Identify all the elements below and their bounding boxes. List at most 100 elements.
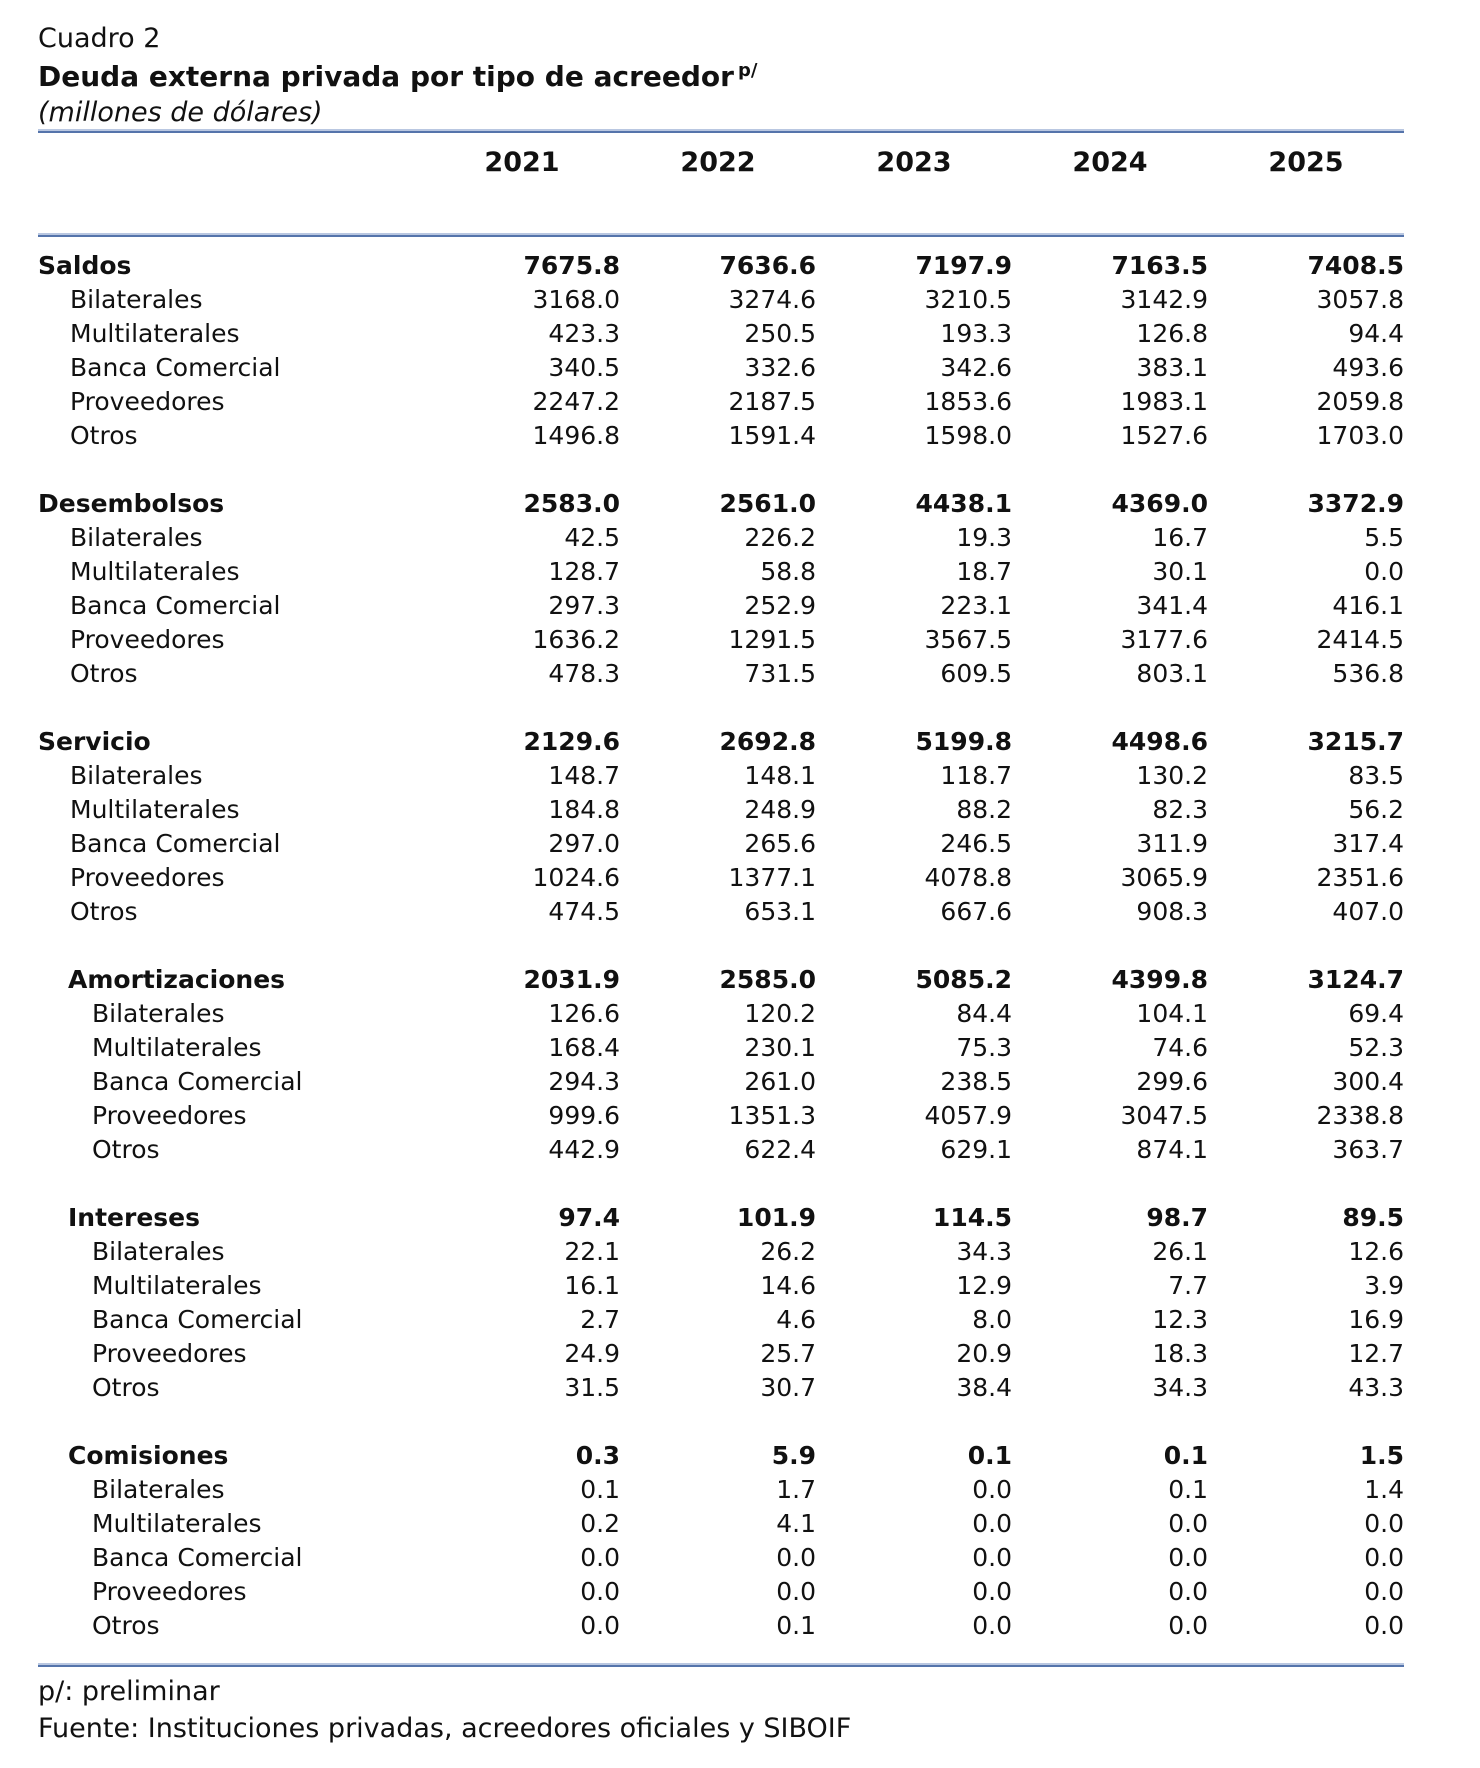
value-cell: 0.0: [776, 1543, 816, 1572]
value-cell: 3210.5: [924, 285, 1012, 314]
value-cell: 5.9: [771, 1441, 816, 1470]
value-cell: 252.9: [744, 591, 816, 620]
page-title: Deuda externa privada por tipo de acreed…: [38, 58, 1404, 96]
section-row: Intereses 97.4 101.9 114.5 98.7 89.5: [38, 1201, 1404, 1235]
value-cell: 407.0: [1332, 897, 1404, 926]
value-cell: 4078.8: [924, 863, 1012, 892]
data-row: Otros 478.3 731.5 609.5 803.1 536.8: [38, 657, 1404, 691]
value-cell: 22.1: [564, 1237, 620, 1266]
value-cell: 184.8: [548, 795, 620, 824]
spacer-row: [38, 1405, 1404, 1439]
value-cell: 3.9: [1364, 1271, 1404, 1300]
value-cell: 8.0: [972, 1305, 1012, 1334]
value-cell: 12.7: [1348, 1339, 1404, 1368]
value-cell: 1377.1: [728, 863, 816, 892]
value-cell: 226.2: [744, 523, 816, 552]
value-cell: 148.1: [744, 761, 816, 790]
table-bottom-padding: [38, 1643, 1404, 1663]
value-cell: 4057.9: [924, 1101, 1012, 1130]
data-row: Bilaterales 126.6 120.2 84.4 104.1 69.4: [38, 997, 1404, 1031]
value-cell: 12.3: [1152, 1305, 1208, 1334]
row-label: Banca Comercial: [92, 1543, 303, 1572]
value-cell: 332.6: [744, 353, 816, 382]
row-label: Bilaterales: [70, 285, 203, 314]
data-row: Multilaterales 0.2 4.1 0.0 0.0 0.0: [38, 1507, 1404, 1541]
data-row: Otros 31.5 30.7 38.4 34.3 43.3: [38, 1371, 1404, 1405]
year-column-header: 2023: [876, 147, 952, 178]
value-cell: 0.0: [1364, 1577, 1404, 1606]
value-cell: 0.0: [1168, 1543, 1208, 1572]
value-cell: 1853.6: [924, 387, 1012, 416]
value-cell: 5085.2: [915, 965, 1012, 994]
value-cell: 2129.6: [523, 727, 620, 756]
row-label: Otros: [70, 421, 138, 450]
value-cell: 26.2: [760, 1237, 816, 1266]
row-label: Bilaterales: [92, 1237, 225, 1266]
label-column-spacer: [38, 145, 424, 181]
value-cell: 1351.3: [728, 1101, 816, 1130]
row-label: Multilaterales: [70, 319, 240, 348]
value-cell: 130.2: [1136, 761, 1208, 790]
data-row: Multilaterales 184.8 248.9 88.2 82.3 56.2: [38, 793, 1404, 827]
row-label: Banca Comercial: [70, 353, 281, 382]
row-label: Bilaterales: [92, 999, 225, 1028]
row-label: Proveedores: [70, 387, 225, 416]
row-label: Proveedores: [70, 625, 225, 654]
data-row: Otros 1496.8 1591.4 1598.0 1527.6 1703.0: [38, 419, 1404, 453]
bottom-rule: [38, 1663, 1404, 1667]
data-row: Otros 474.5 653.1 667.6 908.3 407.0: [38, 895, 1404, 929]
value-cell: 12.9: [956, 1271, 1012, 1300]
value-cell: 3215.7: [1307, 727, 1404, 756]
value-cell: 1496.8: [532, 421, 620, 450]
document-page: Cuadro 2 Deuda externa privada por tipo …: [38, 23, 1404, 1744]
top-rule: [38, 129, 1404, 133]
value-cell: 31.5: [564, 1373, 620, 1402]
row-label: Multilaterales: [70, 795, 240, 824]
spacer-row: [38, 691, 1404, 725]
value-cell: 294.3: [548, 1067, 620, 1096]
value-cell: 25.7: [760, 1339, 816, 1368]
value-cell: 120.2: [744, 999, 816, 1028]
value-cell: 118.7: [940, 761, 1012, 790]
value-cell: 38.4: [956, 1373, 1012, 1402]
value-cell: 0.0: [1364, 1611, 1404, 1640]
value-cell: 0.0: [580, 1611, 620, 1640]
value-cell: 7.7: [1168, 1271, 1208, 1300]
spacer-cell: [38, 1167, 1404, 1201]
spacer-cell: [38, 691, 1404, 725]
value-cell: 3124.7: [1307, 965, 1404, 994]
value-cell: 2414.5: [1316, 625, 1404, 654]
value-cell: 2247.2: [532, 387, 620, 416]
data-row: Bilaterales 0.1 1.7 0.0 0.1 1.4: [38, 1473, 1404, 1507]
data-row: Proveedores 999.6 1351.3 4057.9 3047.5 2338.8: [38, 1099, 1404, 1133]
value-cell: 299.6: [1136, 1067, 1208, 1096]
value-cell: 30.1: [1152, 557, 1208, 586]
value-cell: 126.6: [548, 999, 620, 1028]
value-cell: 20.9: [956, 1339, 1012, 1368]
value-cell: 3567.5: [924, 625, 1012, 654]
row-label: Otros: [70, 659, 138, 688]
header-rule: [38, 233, 1404, 237]
value-cell: 0.1: [1163, 1441, 1208, 1470]
value-cell: 7675.8: [523, 251, 620, 280]
value-cell: 128.7: [548, 557, 620, 586]
data-row: Banca Comercial 297.0 265.6 246.5 311.9 317.4: [38, 827, 1404, 861]
value-cell: 2.7: [580, 1305, 620, 1334]
value-cell: 34.3: [956, 1237, 1012, 1266]
value-cell: 248.9: [744, 795, 816, 824]
value-cell: 0.1: [967, 1441, 1012, 1470]
value-cell: 311.9: [1136, 829, 1208, 858]
value-cell: 18.7: [956, 557, 1012, 586]
value-cell: 238.5: [940, 1067, 1012, 1096]
value-cell: 30.7: [760, 1373, 816, 1402]
value-cell: 0.0: [580, 1577, 620, 1606]
value-cell: 363.7: [1332, 1135, 1404, 1164]
value-cell: 75.3: [956, 1033, 1012, 1062]
value-cell: 223.1: [940, 591, 1012, 620]
value-cell: 265.6: [744, 829, 816, 858]
row-label: Banca Comercial: [92, 1067, 303, 1096]
section-row: Desembolsos 2583.0 2561.0 4438.1 4369.0 3372.…: [38, 487, 1404, 521]
value-cell: 114.5: [932, 1203, 1012, 1232]
value-cell: 4438.1: [915, 489, 1012, 518]
value-cell: 442.9: [548, 1135, 620, 1164]
